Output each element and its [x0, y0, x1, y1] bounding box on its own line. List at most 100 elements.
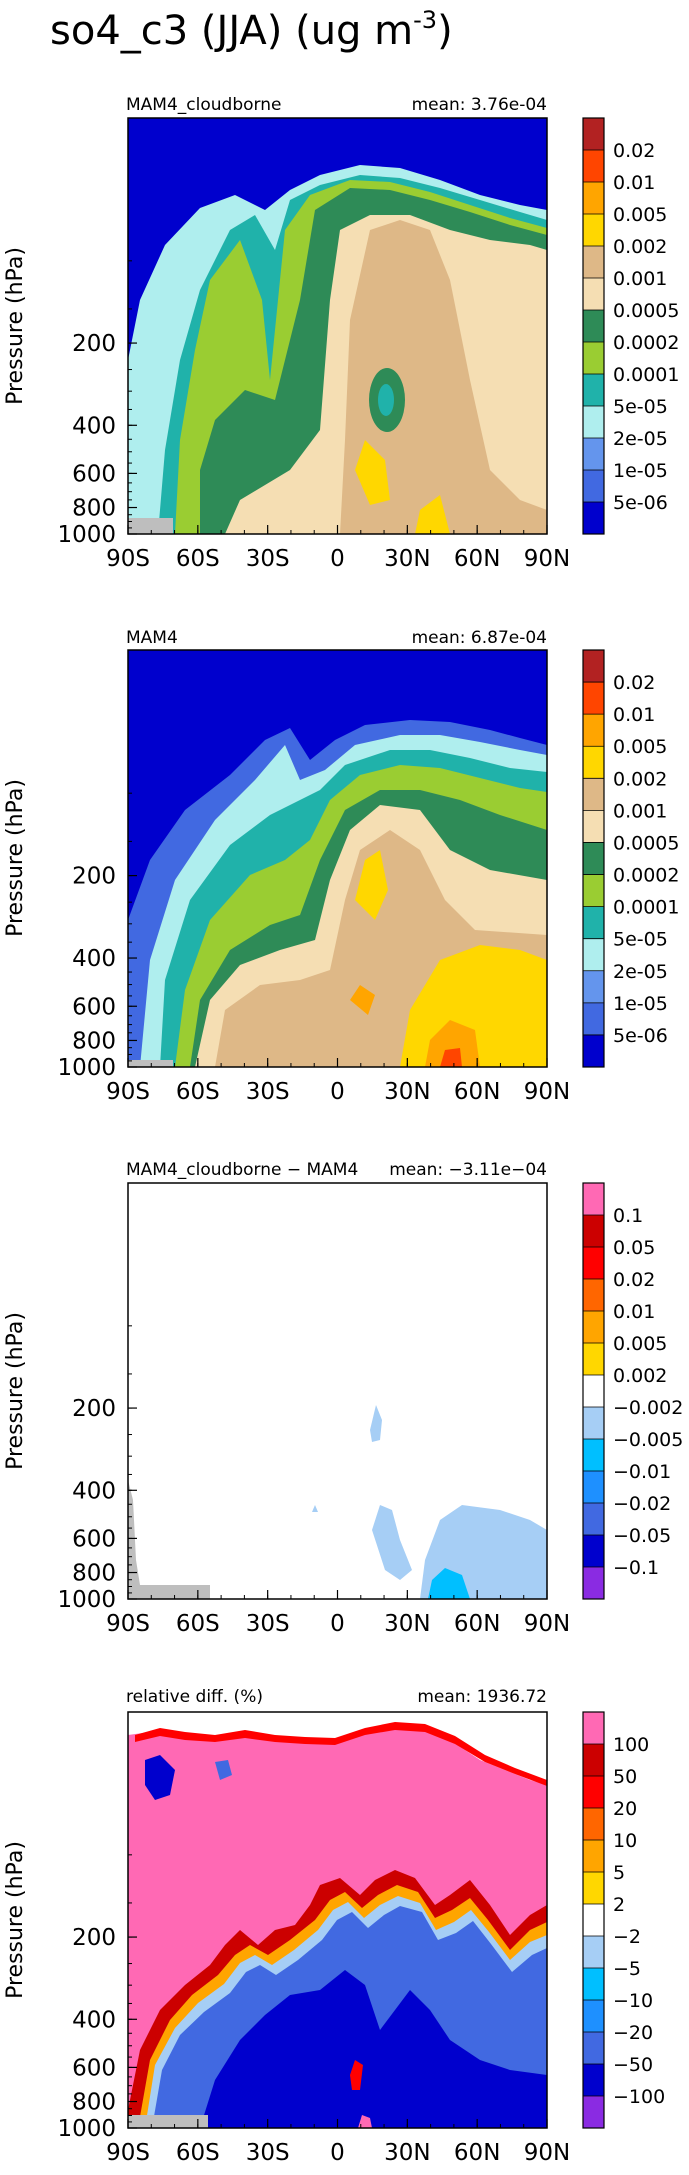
figure-title: so4_c3 (JJA) (ug m-3): [50, 6, 453, 54]
colorbar-label: 0.002: [613, 236, 667, 258]
contour-top-edge: [128, 1712, 547, 1785]
colorbar-label: −10: [613, 1990, 653, 2012]
x-axis: 90S 60S 30S 0 30N 60N 90N: [106, 525, 570, 572]
colorbar-label: 0.02: [613, 140, 655, 162]
y-tick-label: 200: [72, 864, 116, 890]
colorbar-label: −100: [613, 2086, 665, 2108]
colorbar-swatch: [583, 310, 604, 343]
x-tick-label: 90N: [524, 1611, 570, 1637]
contour-neg-0.002: [372, 1505, 412, 1580]
colorbar-label: −5: [613, 1958, 641, 1980]
x-tick-label: 90N: [524, 546, 570, 572]
x-tick-label: 0: [330, 1611, 345, 1637]
contour-neg-0.005: [428, 1568, 470, 1599]
colorbar-swatch: [583, 214, 604, 247]
x-tick-label: 0: [330, 2140, 345, 2166]
colorbar-label: 50: [613, 1766, 637, 1788]
missing-data: [128, 518, 173, 534]
colorbar-swatch: [583, 406, 604, 439]
y-tick-label: 600: [72, 1526, 116, 1552]
colorbar-label: 2e-05: [613, 428, 668, 450]
colorbar-label: 5e-06: [613, 1025, 668, 1047]
colorbar-swatch: [583, 1567, 604, 1600]
colorbar-label: 1e-05: [613, 993, 668, 1015]
x-tick-label: 90N: [524, 2140, 570, 2166]
colorbar-label: 2: [613, 1894, 625, 1916]
x-tick-label: 30N: [384, 2140, 430, 2166]
y-axis-label: Pressure (hPa): [3, 247, 28, 405]
missing-data: [128, 1060, 173, 1067]
colorbar-swatch: [583, 1712, 604, 1745]
colorbar-swatch: [583, 278, 604, 311]
y-tick-label: 200: [72, 1396, 116, 1422]
colorbar-label: 5: [613, 1862, 625, 1884]
colorbar-frame: [582, 117, 605, 535]
colorbar-label: 2e-05: [613, 961, 668, 983]
contour-2e-03: [355, 850, 547, 1067]
y-tick-label: 400: [72, 1478, 116, 1504]
colorbar-label: 0.0005: [613, 300, 679, 322]
colorbar-swatch: [583, 778, 604, 811]
x-tick-label: 30S: [246, 2140, 290, 2166]
colorbar-swatch: [583, 2000, 604, 2033]
colorbar-swatch: [583, 1471, 604, 1504]
colorbar-swatch: [583, 182, 604, 215]
colorbar-label: 0.001: [613, 800, 667, 822]
colorbar-swatch: [583, 906, 604, 940]
contour-pink-bottom: [358, 2115, 372, 2128]
panel-mean-label: mean: 1936.72: [417, 1687, 547, 1707]
colorbar-label: 5e-05: [613, 396, 668, 418]
colorbar-label: −0.01: [613, 1461, 671, 1483]
colorbar-frame: [582, 1711, 605, 2129]
panel-left-title: MAM4_cloudborne: [126, 95, 281, 115]
contour-top-red: [135, 1722, 547, 1786]
x-tick-label: 30S: [246, 1611, 290, 1637]
x-tick-label: 60N: [454, 2140, 500, 2166]
panel-relative-diff: relative diff. (%) mean: 1936.72 1000800…: [3, 1687, 665, 2166]
x-tick-label: 60N: [454, 546, 500, 572]
colorbar-label: 0.005: [613, 204, 667, 226]
x-axis: 90S 60S 30S 0 30N 60N 90N: [106, 2119, 570, 2166]
colorbar-swatch: [583, 2096, 604, 2129]
x-tick-label: 30N: [384, 1079, 430, 1105]
colorbar-label: −20: [613, 2022, 653, 2044]
colorbar-label: 5e-06: [613, 492, 668, 514]
contour-2e-03: [355, 440, 450, 534]
x-tick-label: 90N: [524, 1079, 570, 1105]
contour-top-blue-2: [215, 1760, 232, 1780]
colorbar-label: 1e-05: [613, 460, 668, 482]
colorbar-label: −0.1: [613, 1557, 659, 1579]
y-tick-label: 400: [72, 413, 116, 439]
y-axis-label: Pressure (hPa): [3, 1841, 28, 1999]
colorbar-swatch: [583, 438, 604, 471]
colorbar-swatch: [583, 1215, 604, 1248]
colorbar-label: 0.1: [613, 1205, 643, 1227]
colorbar-label: 0.0005: [613, 832, 679, 854]
y-tick-label: 200: [72, 1925, 116, 1951]
x-tick-label: 60N: [454, 1079, 500, 1105]
x-tick-label: 90S: [106, 1611, 150, 1637]
colorbar-swatch: [583, 246, 604, 279]
x-tick-label: 60S: [176, 1611, 220, 1637]
x-tick-label: 60S: [176, 1079, 220, 1105]
colorbar-swatch: [583, 1439, 604, 1472]
colorbar-swatch: [583, 1840, 604, 1873]
colorbar-label: 0.002: [613, 768, 667, 790]
colorbar-swatch: [583, 118, 604, 151]
x-tick-label: 60N: [454, 1611, 500, 1637]
colorbar-swatch: [583, 150, 604, 183]
colorbar-swatch: [583, 502, 604, 535]
colorbar-swatch: [583, 1002, 604, 1036]
colorbar-swatch: [583, 1407, 604, 1440]
colorbar-swatch: [583, 1808, 604, 1841]
colorbar-swatch: [583, 1904, 604, 1937]
y-tick-label: 800: [72, 1561, 116, 1587]
colorbar-swatch: [583, 842, 604, 876]
